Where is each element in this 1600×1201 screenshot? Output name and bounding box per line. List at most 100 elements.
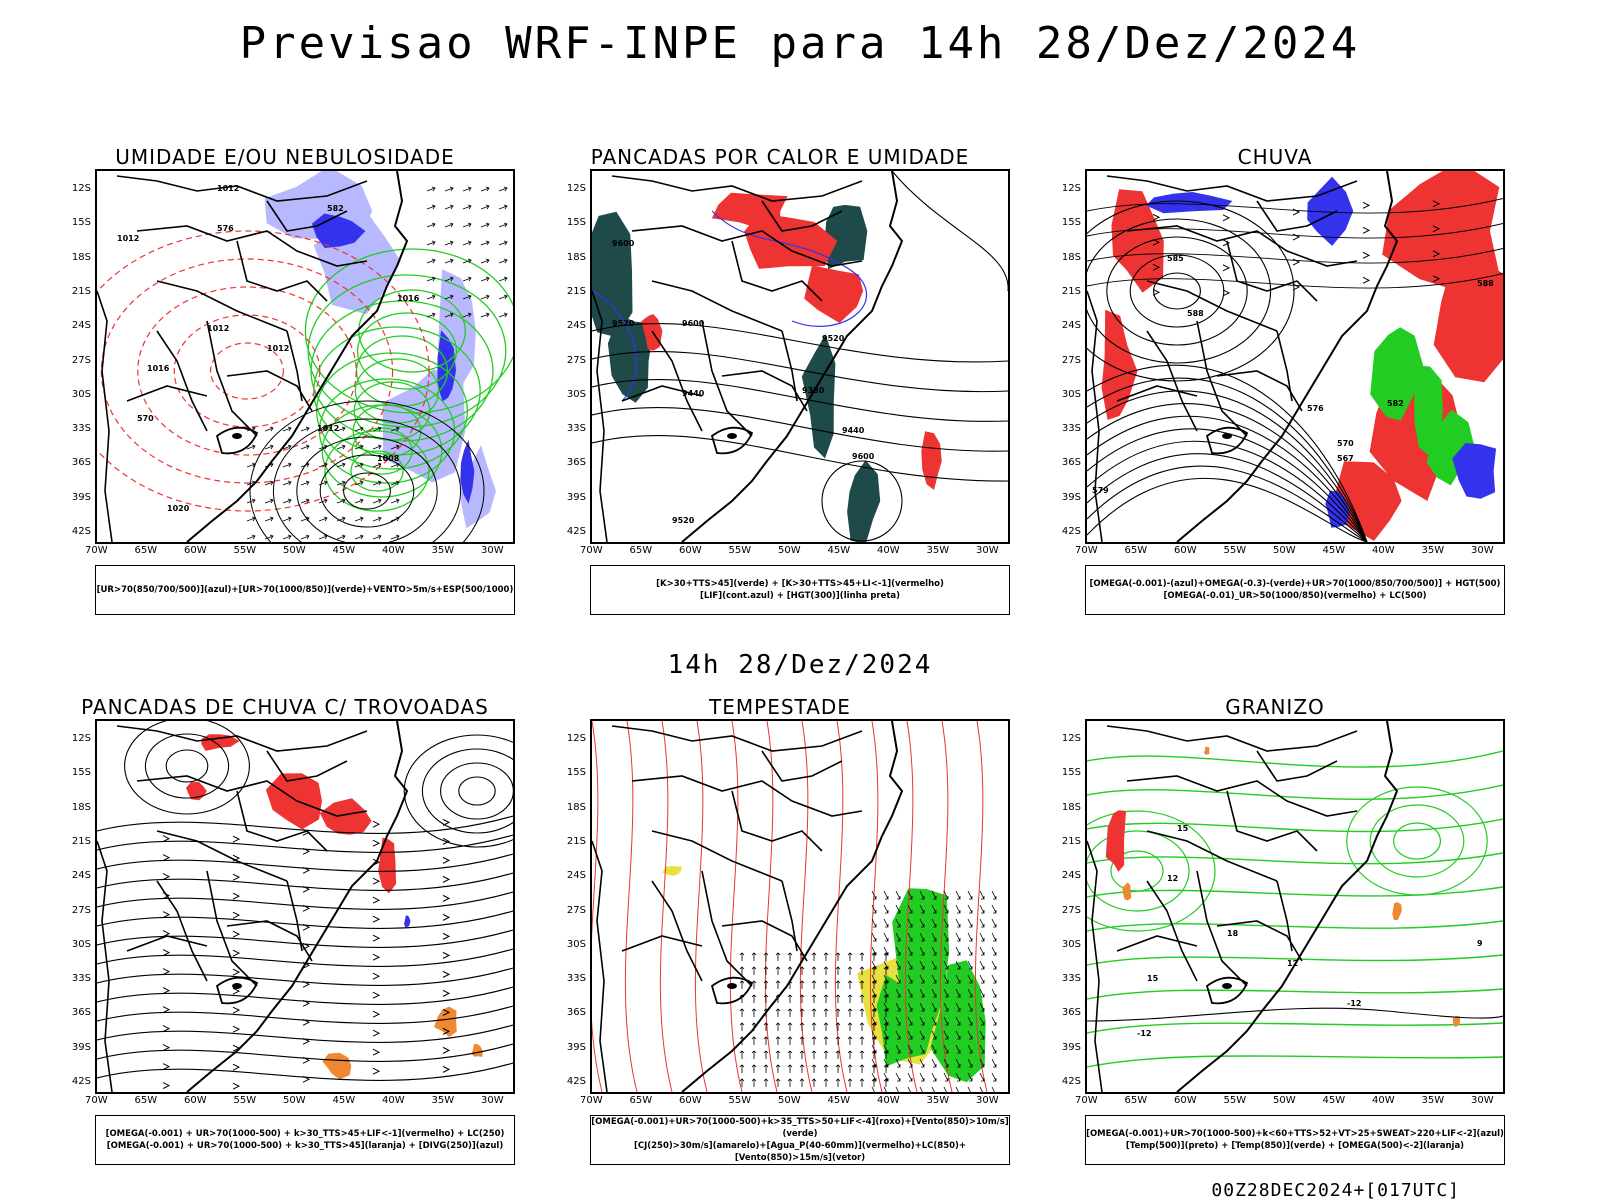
lat-tick-label: 24S bbox=[1061, 870, 1081, 882]
lat-tick-label: 24S bbox=[566, 320, 586, 332]
wind-vector bbox=[979, 1030, 985, 1040]
streamline-red bbox=[729, 721, 743, 1092]
wind-vector bbox=[979, 1058, 985, 1068]
wind-vector bbox=[739, 1078, 745, 1087]
panel-title: PANCADAS DE CHUVA C/ TROVOADAS bbox=[81, 695, 489, 719]
lat-tick-label: 33S bbox=[1061, 423, 1081, 435]
streamline bbox=[97, 872, 513, 891]
map-frame: 585 588 576 570 567 579 582 588 bbox=[1085, 169, 1505, 544]
wind-vector bbox=[498, 222, 508, 228]
border-line bbox=[136, 225, 368, 267]
wind-vector bbox=[739, 1050, 745, 1059]
wind-vector bbox=[799, 966, 805, 975]
wind-vector bbox=[991, 890, 997, 900]
lat-tick-label: 12S bbox=[566, 183, 586, 194]
wind-vector bbox=[763, 1036, 769, 1045]
wind-vector bbox=[835, 1036, 841, 1045]
flow-arrow bbox=[1362, 226, 1371, 234]
wind-vector bbox=[318, 444, 328, 450]
legend-line: [OMEGA(-0.01)_UR>50(1000/850)(vermelho) … bbox=[1163, 591, 1427, 601]
temp850-contour bbox=[1087, 1022, 1503, 1034]
border-line bbox=[701, 320, 753, 437]
lat-tick-label: 15S bbox=[1061, 217, 1081, 229]
wind-vector bbox=[907, 918, 913, 928]
wind-vector bbox=[967, 1044, 973, 1054]
lat-tick-label: 30S bbox=[566, 388, 586, 400]
lon-tick-label: 40W bbox=[1372, 545, 1395, 556]
legend-box: [UR>70(850/700/500)](azul)+[UR>70(1000/8… bbox=[95, 565, 515, 615]
wind-vector bbox=[943, 890, 949, 900]
lon-tick-label: 70W bbox=[580, 1095, 603, 1106]
lat-tick-label: 21S bbox=[566, 835, 586, 847]
wind-vector bbox=[859, 1050, 865, 1059]
border-line bbox=[621, 935, 703, 952]
lat-tick-label: 36S bbox=[566, 457, 586, 469]
border-line bbox=[781, 330, 798, 402]
wind-vector bbox=[498, 294, 508, 300]
lon-tick-label: 35W bbox=[431, 1095, 455, 1106]
wind-vector bbox=[943, 988, 949, 998]
wind-vector bbox=[787, 1050, 793, 1059]
border-line bbox=[631, 775, 863, 817]
contour-label: 576 bbox=[217, 224, 234, 233]
wind-vector bbox=[823, 1036, 829, 1045]
wind-vector bbox=[426, 276, 436, 282]
wind-vector bbox=[799, 980, 805, 989]
wind-vector bbox=[979, 1044, 985, 1054]
wind-vector bbox=[883, 1058, 889, 1068]
wind-vector bbox=[444, 222, 454, 228]
contour-line bbox=[1087, 218, 1272, 364]
lat-tick-label: 39S bbox=[1061, 491, 1081, 503]
wind-vector bbox=[390, 480, 400, 486]
wind-vector bbox=[282, 480, 292, 486]
border-line bbox=[1116, 935, 1198, 952]
border-line bbox=[1116, 385, 1198, 402]
flow-arrow bbox=[302, 1075, 311, 1083]
wind-vector bbox=[787, 1036, 793, 1045]
streamline bbox=[97, 929, 513, 948]
panel-title: TEMPESTADE bbox=[709, 695, 851, 719]
wind-vector bbox=[823, 1050, 829, 1059]
wind-vector bbox=[931, 960, 937, 970]
flow-arrow bbox=[442, 989, 451, 997]
wind-vector bbox=[943, 932, 949, 942]
contour-label: 18 bbox=[1227, 929, 1239, 938]
border-line bbox=[721, 920, 808, 962]
flow-arrow bbox=[442, 970, 451, 978]
streamline-red bbox=[799, 721, 813, 1092]
wind-vector bbox=[264, 462, 274, 468]
border-line bbox=[1226, 240, 1318, 302]
flow-arrow bbox=[372, 1067, 381, 1075]
flow-arrow bbox=[1292, 283, 1301, 291]
wind-vector bbox=[871, 1016, 877, 1026]
lon-axis: 70W 65W 60W 55W 50W 45W 40W 35W 30W bbox=[1075, 1095, 1511, 1109]
lagoon bbox=[1222, 983, 1232, 989]
lat-tick-label: 42S bbox=[71, 526, 91, 537]
lon-tick-label: 35W bbox=[1421, 545, 1445, 556]
border-line bbox=[206, 870, 258, 987]
lon-tick-label: 55W bbox=[233, 545, 257, 556]
wind-vector bbox=[426, 186, 436, 192]
lat-tick-label: 36S bbox=[1061, 457, 1081, 469]
wind-vector bbox=[919, 1030, 925, 1040]
flow-arrow bbox=[442, 837, 451, 845]
wind-vector bbox=[462, 186, 472, 192]
border-line bbox=[1256, 750, 1338, 782]
border-line bbox=[611, 175, 863, 202]
wind-vector bbox=[907, 946, 913, 956]
flow-arrow bbox=[372, 915, 381, 923]
wind-vector bbox=[871, 932, 877, 942]
wind-vector bbox=[931, 1044, 937, 1054]
wind-vector bbox=[955, 918, 961, 928]
lat-tick-label: 21S bbox=[71, 835, 91, 847]
omega-area-orange bbox=[1392, 902, 1402, 921]
border-line bbox=[1196, 320, 1248, 437]
coastline bbox=[1087, 840, 1103, 1092]
panel-title: GRANIZO bbox=[1225, 695, 1325, 719]
wind-vector bbox=[390, 516, 400, 522]
lat-tick-label: 21S bbox=[566, 285, 586, 297]
lat-tick-label: 18S bbox=[1061, 801, 1081, 813]
legend-line: [OMEGA(-0.001)+UR>70(1000-500)+k<60+TTS>… bbox=[1086, 1129, 1504, 1139]
wind-vector bbox=[919, 1044, 925, 1054]
border-line bbox=[266, 200, 348, 232]
